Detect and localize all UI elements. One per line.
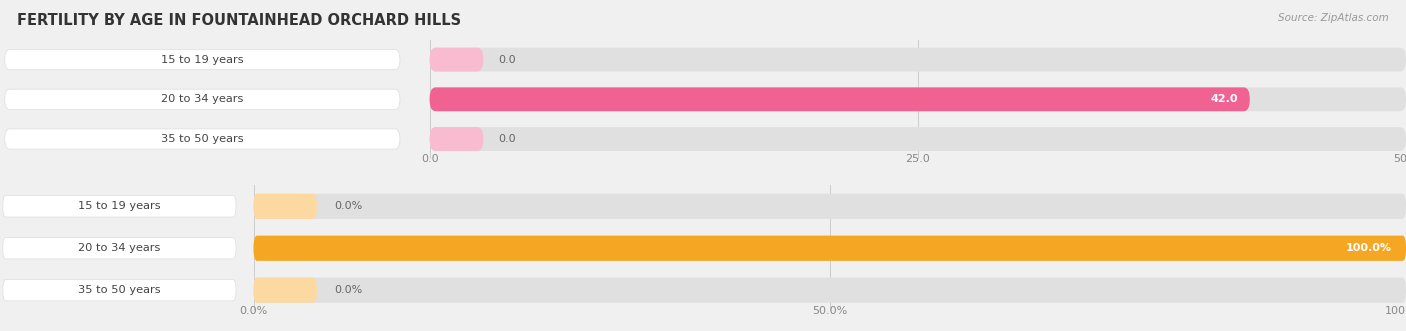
Text: 0.0%: 0.0% [335, 201, 363, 211]
Text: 0.0%: 0.0% [335, 285, 363, 295]
FancyBboxPatch shape [253, 236, 1406, 261]
Text: 15 to 19 years: 15 to 19 years [162, 55, 243, 65]
Text: 35 to 50 years: 35 to 50 years [79, 285, 160, 295]
Text: 50.0: 50.0 [1393, 154, 1406, 164]
FancyBboxPatch shape [430, 48, 484, 71]
FancyBboxPatch shape [4, 89, 399, 110]
FancyBboxPatch shape [3, 279, 236, 301]
Text: 25.0: 25.0 [905, 154, 931, 164]
Text: 0.0%: 0.0% [239, 306, 267, 316]
FancyBboxPatch shape [3, 196, 236, 217]
Text: 42.0: 42.0 [1211, 94, 1239, 104]
FancyBboxPatch shape [430, 127, 484, 151]
Text: 15 to 19 years: 15 to 19 years [79, 201, 160, 211]
Text: 20 to 34 years: 20 to 34 years [79, 243, 160, 253]
Text: 20 to 34 years: 20 to 34 years [162, 94, 243, 104]
Text: FERTILITY BY AGE IN FOUNTAINHEAD ORCHARD HILLS: FERTILITY BY AGE IN FOUNTAINHEAD ORCHARD… [17, 13, 461, 28]
FancyBboxPatch shape [253, 278, 316, 303]
FancyBboxPatch shape [430, 87, 1406, 111]
FancyBboxPatch shape [253, 194, 1406, 219]
FancyBboxPatch shape [4, 129, 399, 149]
Text: Source: ZipAtlas.com: Source: ZipAtlas.com [1278, 13, 1389, 23]
FancyBboxPatch shape [253, 278, 1406, 303]
FancyBboxPatch shape [430, 127, 1406, 151]
Text: 100.0%: 100.0% [1385, 306, 1406, 316]
FancyBboxPatch shape [4, 49, 399, 70]
Text: 100.0%: 100.0% [1346, 243, 1392, 253]
FancyBboxPatch shape [430, 48, 1406, 71]
FancyBboxPatch shape [430, 87, 1250, 111]
FancyBboxPatch shape [3, 238, 236, 259]
Text: 0.0: 0.0 [498, 134, 516, 144]
Text: 0.0: 0.0 [498, 55, 516, 65]
Text: 50.0%: 50.0% [813, 306, 848, 316]
Text: 0.0: 0.0 [420, 154, 439, 164]
FancyBboxPatch shape [253, 236, 1406, 261]
FancyBboxPatch shape [253, 194, 316, 219]
Text: 35 to 50 years: 35 to 50 years [162, 134, 243, 144]
